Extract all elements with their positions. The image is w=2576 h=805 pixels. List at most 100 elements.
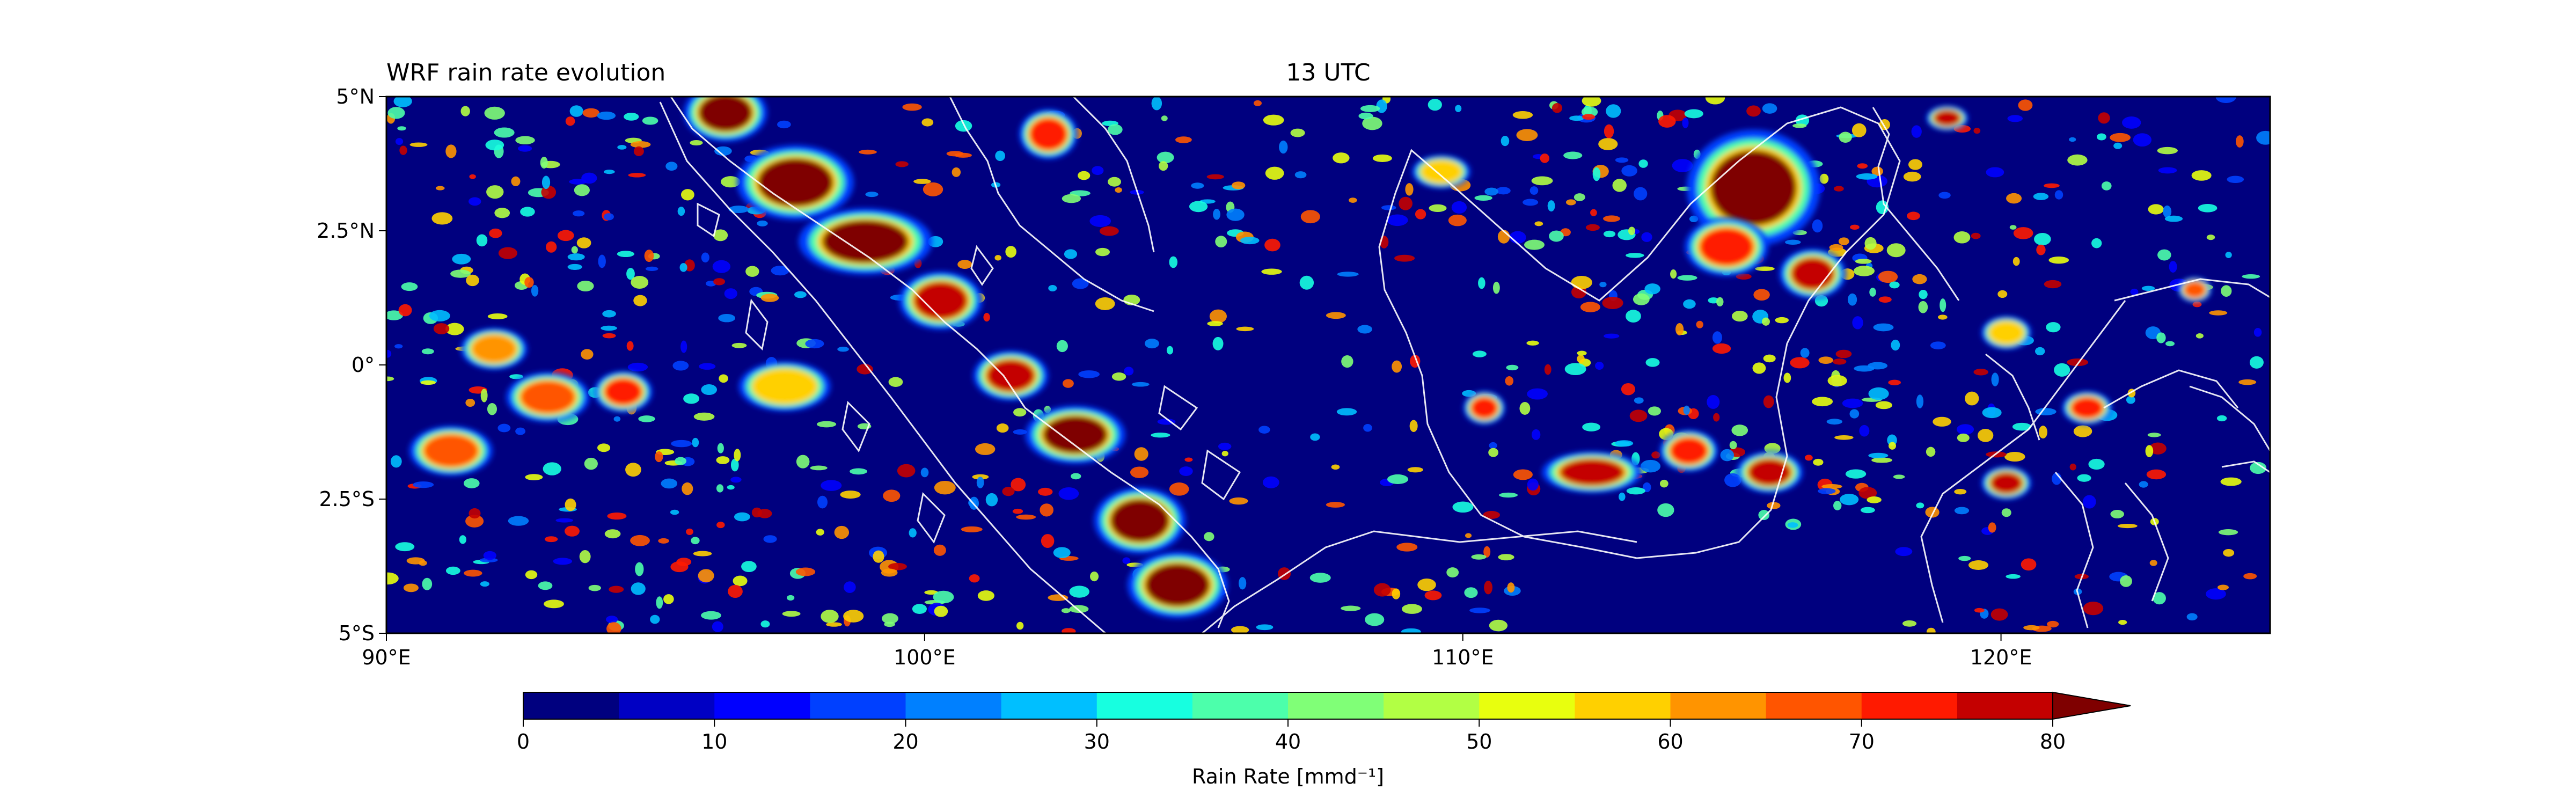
rain-cell xyxy=(1598,138,1618,150)
rain-cell xyxy=(985,493,998,507)
rain-cell xyxy=(511,176,521,187)
rain-cell xyxy=(1988,522,1996,533)
rain-cell xyxy=(465,398,475,407)
colorbar-tick-label: 60 xyxy=(1657,730,1683,753)
rain-cell xyxy=(1396,543,1418,552)
rain-cell xyxy=(1215,236,1227,248)
rain-cell xyxy=(1524,239,1545,250)
rain-cell xyxy=(1038,487,1053,496)
rain-cell xyxy=(601,325,617,331)
rain-cell xyxy=(1189,201,1208,213)
rain-core xyxy=(1981,316,2032,349)
rain-cell xyxy=(1626,310,1641,323)
rain-cell xyxy=(1657,503,1674,517)
rain-cell xyxy=(1753,289,1770,301)
rain-cell xyxy=(1858,487,1877,499)
rain-cell xyxy=(757,509,772,518)
rain-cell xyxy=(2073,425,2092,437)
rain-cell xyxy=(1407,467,1423,473)
rain-core xyxy=(737,145,854,220)
rain-cell xyxy=(1954,507,1970,515)
rain-cell xyxy=(996,423,1009,433)
rain-cell xyxy=(1838,237,1849,246)
rain-core xyxy=(899,271,983,330)
rain-cell xyxy=(2133,133,2152,147)
rain-cell xyxy=(924,590,939,595)
x-tick-label: 110°E xyxy=(1432,646,1494,669)
coastline-sulawesi xyxy=(1920,278,2270,623)
rain-cell xyxy=(642,116,658,125)
rain-cell xyxy=(480,389,488,402)
rain-cell xyxy=(665,162,678,171)
coastline-islands-west xyxy=(697,202,946,544)
rain-cell xyxy=(1071,473,1081,480)
rain-cell xyxy=(1358,112,1373,120)
rain-cell xyxy=(597,443,611,452)
rain-cell xyxy=(1746,105,1761,117)
rain-cell xyxy=(2163,205,2172,218)
rain-cell xyxy=(1761,317,1770,326)
rain-cell xyxy=(445,144,457,158)
rain-cell xyxy=(2220,477,2242,486)
rain-cell xyxy=(1752,362,1766,374)
rain-cell xyxy=(631,276,649,289)
rain-cell xyxy=(1341,605,1361,611)
rain-cell xyxy=(716,456,730,464)
rain-cell xyxy=(873,550,884,563)
colorbar-segment xyxy=(1766,692,1862,719)
rain-cell xyxy=(1926,627,1936,633)
rain-cell xyxy=(1483,546,1491,558)
rain-cell xyxy=(1986,167,2004,178)
rain-cell xyxy=(518,145,532,152)
rain-core xyxy=(1094,487,1186,554)
rain-cell xyxy=(913,179,931,184)
rain-cell xyxy=(1058,487,1079,500)
rain-cell xyxy=(1124,367,1134,376)
rain-cell xyxy=(1392,588,1401,599)
rain-cell xyxy=(544,536,558,543)
rain-cell xyxy=(1326,502,1345,508)
rain-cell xyxy=(555,518,573,523)
rain-cell xyxy=(934,480,956,495)
rain-cell xyxy=(1762,103,1777,114)
rain-cell xyxy=(1078,370,1100,378)
rain-cell xyxy=(1785,239,1801,245)
rain-cell xyxy=(969,574,980,583)
rain-cell xyxy=(2223,548,2235,557)
rain-cell xyxy=(2021,558,2037,571)
rain-cell xyxy=(821,610,839,623)
rain-cell xyxy=(693,551,712,557)
rain-cell xyxy=(983,312,990,322)
rain-cell xyxy=(573,210,585,217)
rain-cell xyxy=(661,478,678,489)
rain-cell xyxy=(1940,298,1946,312)
rain-cell xyxy=(1826,419,1842,425)
rain-cell xyxy=(1483,511,1501,519)
rain-cell xyxy=(975,443,996,455)
y-tick-label: 2.5°S xyxy=(319,487,375,511)
rain-cell xyxy=(794,291,807,298)
rain-cell xyxy=(630,535,650,546)
rain-cell xyxy=(398,304,412,317)
rain-cell xyxy=(541,175,551,189)
rain-cell xyxy=(1956,424,1974,435)
rain-cell xyxy=(1641,232,1652,242)
x-tick-label: 100°E xyxy=(894,646,956,669)
rain-cell xyxy=(1478,277,1485,289)
rain-cell xyxy=(1755,266,1775,271)
rain-cell xyxy=(1930,341,1946,349)
rain-cell xyxy=(1783,372,1791,383)
rain-cell xyxy=(946,151,964,157)
rain-cell xyxy=(582,108,600,118)
rain-cell xyxy=(1053,547,1071,559)
rain-cell xyxy=(1498,554,1514,561)
rain-cell xyxy=(644,250,654,262)
rain-cell xyxy=(834,525,850,539)
rain-core xyxy=(460,328,528,370)
rain-cell xyxy=(757,220,768,226)
rain-cell xyxy=(1933,416,1951,427)
rain-cell xyxy=(422,577,433,590)
rain-cell xyxy=(1401,628,1421,633)
rain-cell xyxy=(1832,358,1847,365)
rain-cell xyxy=(1629,409,1648,422)
